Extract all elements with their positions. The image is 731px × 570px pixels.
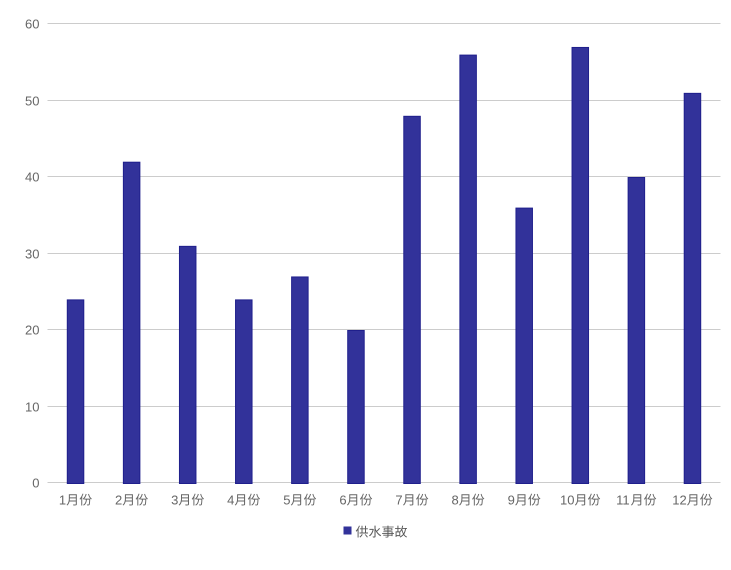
svg-text:60: 60: [25, 17, 39, 32]
svg-text:10: 10: [25, 400, 39, 415]
svg-text:3: 3: [171, 493, 178, 508]
svg-text:40: 40: [25, 170, 39, 185]
svg-text:7: 7: [395, 493, 402, 508]
svg-text:6: 6: [339, 493, 346, 508]
svg-text:0: 0: [32, 476, 39, 491]
svg-text:5: 5: [283, 493, 290, 508]
svg-text:50: 50: [25, 94, 39, 109]
svg-text:20: 20: [25, 323, 39, 338]
svg-text:2: 2: [115, 493, 122, 508]
svg-text:30: 30: [25, 247, 39, 262]
svg-text:9: 9: [508, 493, 515, 508]
svg-text:1: 1: [59, 493, 66, 508]
svg-text:8: 8: [452, 493, 459, 508]
svg-text:12: 12: [672, 493, 686, 508]
svg-text:4: 4: [227, 493, 234, 508]
svg-text:10: 10: [560, 493, 574, 508]
svg-text:11: 11: [616, 493, 630, 508]
